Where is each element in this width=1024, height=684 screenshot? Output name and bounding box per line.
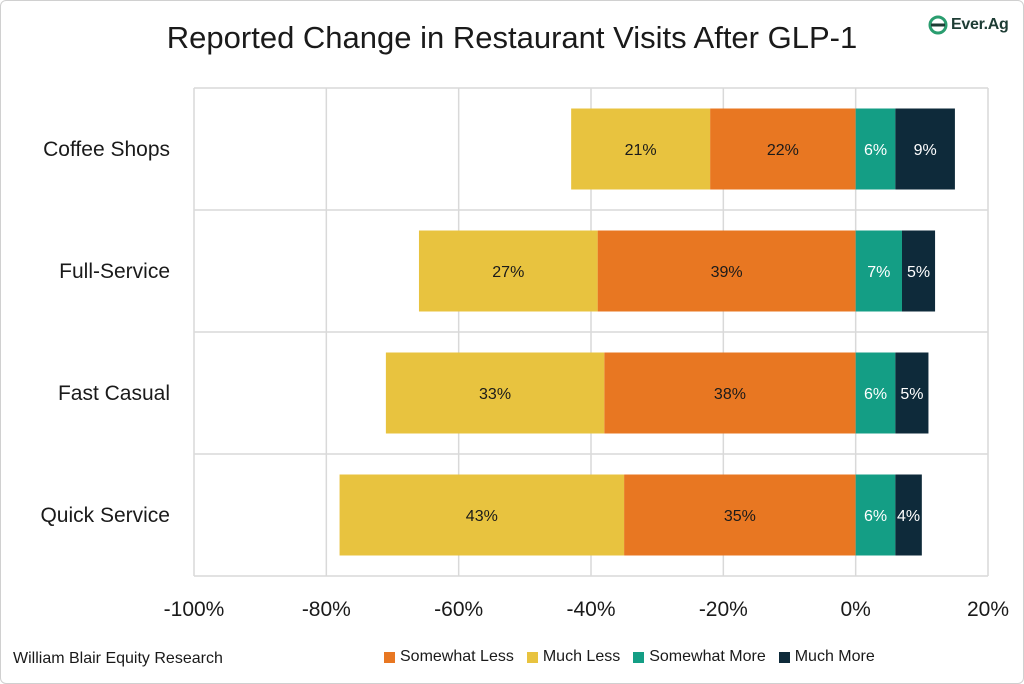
data-label: 22% — [767, 142, 799, 159]
category-label: Fast Casual — [58, 382, 170, 405]
data-label: 5% — [907, 264, 930, 281]
data-label: 5% — [900, 386, 923, 403]
category-label: Coffee Shops — [43, 138, 170, 161]
legend-label: Somewhat More — [649, 648, 766, 665]
logo-text: Ever.Ag — [951, 16, 1009, 33]
chart-title: Reported Change in Restaurant Visits Aft… — [166, 20, 858, 55]
legend-label: Somewhat Less — [400, 648, 514, 665]
data-label: 27% — [492, 264, 524, 281]
legend-item: Somewhat Less — [384, 648, 514, 666]
x-tick-label: -40% — [566, 598, 615, 621]
data-label: 6% — [864, 142, 887, 159]
bar-segment — [710, 108, 856, 190]
bar-segment — [571, 108, 711, 190]
bar-segment — [597, 230, 856, 312]
legend-label: Much More — [794, 648, 875, 665]
data-label: 9% — [914, 142, 937, 159]
data-label: 6% — [864, 386, 887, 403]
ever-ag-logo-mark-icon — [928, 15, 948, 35]
chart-legend: Somewhat Less Much Less Somewhat More Much … — [384, 648, 888, 666]
legend-label: Much Less — [542, 648, 621, 665]
bar-segment — [385, 352, 605, 434]
bar-segment — [895, 474, 922, 556]
x-tick-label: 0% — [840, 598, 870, 621]
data-label: 33% — [479, 386, 511, 403]
x-tick-label: -80% — [302, 598, 351, 621]
bar-segment — [895, 352, 929, 434]
bar-segment — [901, 230, 936, 312]
source-note: William Blair Equity Research — [13, 650, 223, 667]
x-tick-label: -100% — [164, 598, 225, 621]
bar-segment — [418, 230, 598, 312]
category-label: Quick Service — [40, 504, 170, 527]
legend-item: Much Less — [526, 648, 621, 666]
ever-ag-logo: Ever.Ag — [928, 13, 1009, 37]
data-label: 21% — [625, 142, 657, 159]
bar-segment — [339, 474, 625, 556]
legend-swatch — [633, 651, 645, 663]
data-label: 6% — [864, 508, 887, 525]
bar-segment — [604, 352, 856, 434]
bar-segment — [855, 230, 902, 312]
legend-swatch — [778, 651, 790, 663]
legend-swatch — [384, 651, 395, 663]
bar-segment — [895, 108, 955, 190]
legend-item: Much More — [778, 648, 875, 666]
data-label: 39% — [711, 264, 743, 281]
data-label: 43% — [466, 508, 498, 525]
bar-segment — [855, 108, 896, 190]
legend-swatch — [526, 651, 538, 663]
data-label: 38% — [714, 386, 746, 403]
bar-segment — [855, 352, 896, 434]
data-label: 7% — [867, 264, 890, 281]
x-tick-label: -60% — [434, 598, 483, 621]
data-label: 4% — [897, 508, 920, 525]
bar-segment — [624, 474, 856, 556]
legend-item: Somewhat More — [633, 648, 766, 666]
x-tick-label: 20% — [967, 598, 1009, 621]
bar-segment — [855, 474, 896, 556]
category-label: Full-Service — [59, 260, 170, 283]
data-label: 35% — [724, 508, 756, 525]
x-tick-label: -20% — [699, 598, 748, 621]
